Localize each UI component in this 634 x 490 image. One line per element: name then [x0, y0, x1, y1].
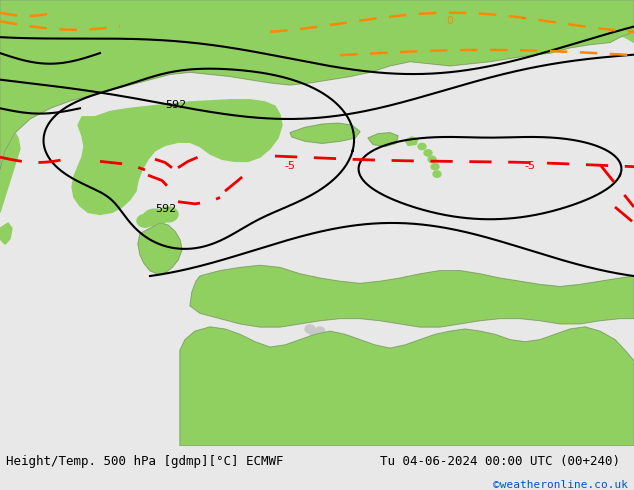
Polygon shape	[418, 144, 426, 149]
Text: ©weatheronline.co.uk: ©weatheronline.co.uk	[493, 480, 628, 490]
Text: 0: 0	[446, 16, 453, 26]
Polygon shape	[158, 207, 178, 222]
Text: Tu 04-06-2024 00:00 UTC (00+240): Tu 04-06-2024 00:00 UTC (00+240)	[380, 455, 621, 468]
Polygon shape	[424, 150, 432, 156]
Polygon shape	[315, 327, 325, 336]
Text: 592: 592	[165, 100, 186, 110]
Polygon shape	[138, 223, 182, 274]
Polygon shape	[137, 215, 153, 227]
Polygon shape	[190, 266, 634, 327]
Polygon shape	[0, 223, 12, 244]
Polygon shape	[305, 325, 315, 333]
Polygon shape	[600, 0, 634, 43]
Polygon shape	[431, 164, 439, 170]
Polygon shape	[428, 156, 436, 162]
Text: -5: -5	[285, 161, 295, 171]
Text: Height/Temp. 500 hPa [gdmp][°C] ECMWF: Height/Temp. 500 hPa [gdmp][°C] ECMWF	[6, 455, 284, 468]
Polygon shape	[0, 0, 634, 170]
Polygon shape	[180, 327, 634, 446]
Polygon shape	[368, 133, 398, 147]
Polygon shape	[0, 133, 20, 212]
Polygon shape	[433, 171, 441, 177]
Polygon shape	[290, 123, 360, 143]
Text: -5: -5	[524, 161, 536, 171]
Polygon shape	[310, 331, 320, 340]
Polygon shape	[405, 137, 418, 146]
Polygon shape	[143, 209, 167, 226]
Polygon shape	[72, 100, 282, 215]
Text: 592: 592	[155, 204, 176, 214]
